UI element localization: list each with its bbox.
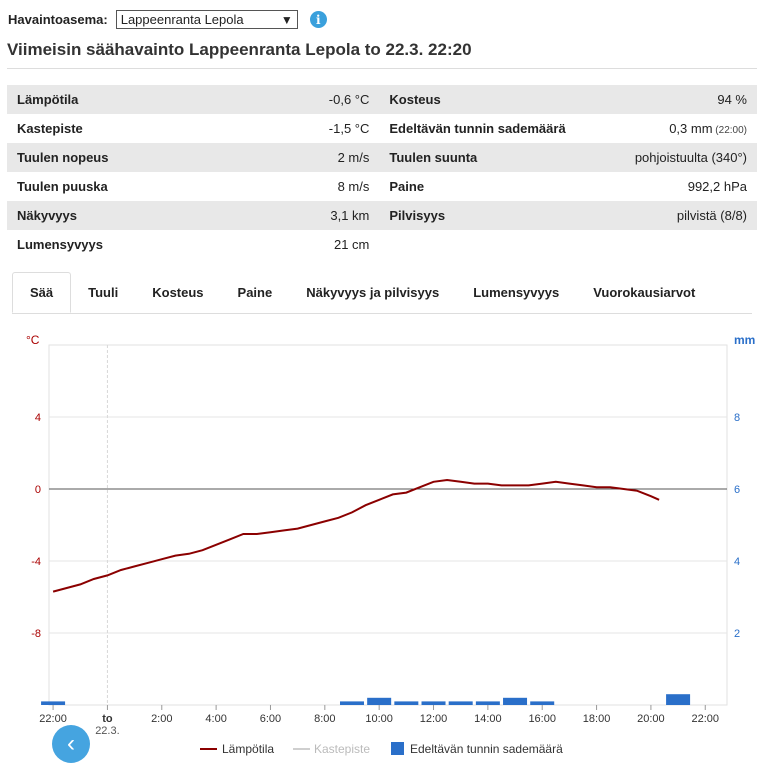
precipitation-bar — [666, 694, 691, 705]
y-left-tick-label: -4 — [31, 556, 41, 568]
station-select-value: Lappeenranta Lepola — [120, 12, 244, 27]
y-right-tick-label: 4 — [734, 556, 740, 568]
observation-note: (22:00) — [712, 125, 747, 136]
legend-precipitation-swatch — [391, 742, 404, 755]
x-tick-label: 8:00 — [314, 713, 335, 725]
tab-3[interactable]: Paine — [237, 284, 273, 300]
observation-label: Kosteus — [379, 85, 621, 114]
x-tick-label: to — [102, 713, 113, 725]
x-tick-sublabel: 22.3. — [95, 725, 119, 737]
x-tick-label: 12:00 — [420, 713, 448, 725]
observation-label: Paine — [389, 179, 425, 194]
observation-table: Lämpötila -0,6 °C Kosteus 94 % Kastepiste -1,… — [7, 85, 757, 259]
observation-value: -1,5 °C — [328, 121, 370, 136]
observation-value: 2 m/s — [166, 143, 380, 172]
chevron-down-icon: ▼ — [280, 12, 293, 27]
observation-label: Edeltävän tunnin sademäärä — [389, 121, 566, 136]
precipitation-bar — [41, 701, 66, 705]
x-tick-label: 18:00 — [583, 713, 611, 725]
precipitation-bar — [503, 697, 528, 705]
tab-1[interactable]: Tuuli — [88, 284, 119, 300]
observation-value: pilvistä (8/8) — [620, 201, 757, 230]
precipitation-bar — [394, 701, 419, 705]
observation-row: Lämpötila -0,6 °C Kosteus 94 % — [7, 85, 757, 114]
observation-value: pohjoistuulta (340°) — [620, 143, 757, 172]
observation-value: 8 m/s — [337, 179, 370, 194]
observation-row: Näkyvyys 3,1 km Pilvisyys pilvistä (8/8) — [7, 201, 757, 230]
info-icon[interactable]: i — [309, 11, 327, 28]
observation-value: -0,6 °C — [166, 85, 380, 114]
y-left-tick-label: -8 — [31, 628, 41, 640]
tab-2[interactable]: Kosteus — [152, 284, 204, 300]
station-selector-row: Havaintoasema: Lappeenranta Lepola ▼ i — [8, 10, 327, 29]
observation-row: Tuulen puuska 8 m/s Paine 992,2 hPa — [7, 172, 757, 201]
plot-area-border — [48, 344, 728, 706]
precipitation-bar — [475, 701, 500, 705]
observation-label — [379, 230, 620, 259]
precipitation-bar — [448, 701, 473, 705]
observation-label: Kastepiste — [17, 121, 83, 136]
observation-label: Lämpötila — [7, 85, 167, 114]
observation-value: 992,2 hPa — [687, 179, 747, 194]
station-label: Havaintoasema: — [8, 12, 108, 27]
weather-chart: 4 0 -4 -8 8 6 4 2 °C mm 22:00 to 2:00 4:00 6:00 8:00 10:… — [26, 333, 755, 756]
observation-label: Lumensyvyys — [17, 237, 103, 252]
observation-value: 94 % — [620, 85, 757, 114]
observation-value: 0,3 mm (22:00) — [669, 121, 747, 136]
tab-bar: Sää Tuuli Kosteus Paine Näkyvyys ja pilvisyy… — [12, 272, 752, 314]
observation-label: Tuulen nopeus — [7, 143, 167, 172]
precipitation-bar — [530, 701, 555, 705]
observation-label: Näkyvyys — [7, 201, 167, 230]
x-tick-label: 4:00 — [205, 713, 226, 725]
temperature-line — [52, 478, 660, 593]
precipitation-bar — [421, 701, 446, 705]
precipitation-bar — [339, 701, 364, 705]
x-tick-label: 6:00 — [260, 713, 281, 725]
x-tick-label: 20:00 — [637, 713, 665, 725]
observation-label: Tuulen suunta — [379, 143, 621, 172]
chevron-left-icon[interactable]: ‹ — [52, 725, 90, 763]
y-right-tick-label: 8 — [734, 412, 740, 424]
y-right-unit: mm — [734, 333, 755, 347]
tab-5[interactable]: Lumensyvyys — [473, 284, 560, 300]
observation-row: Kastepiste -1,5 °C Edeltävän tunnin sademä… — [7, 114, 757, 143]
x-tick-label: 2:00 — [151, 713, 172, 725]
y-right-tick-label: 6 — [734, 484, 740, 496]
legend-precipitation-label: Edeltävän tunnin sademäärä — [410, 742, 563, 756]
title-divider — [7, 68, 757, 69]
x-tick-label: 22:00 — [691, 713, 719, 725]
observation-label: Pilvisyys — [379, 201, 621, 230]
tab-6[interactable]: Vuorokausiarvot — [593, 284, 696, 300]
x-tick-label: 22:00 — [39, 713, 67, 725]
observation-value — [620, 230, 757, 259]
x-tick-label: 14:00 — [474, 713, 502, 725]
y-left-unit: °C — [26, 333, 40, 347]
y-left-tick-label: 4 — [35, 412, 41, 424]
y-right-tick-label: 2 — [734, 628, 740, 640]
station-select[interactable]: Lappeenranta Lepola ▼ — [115, 10, 298, 29]
y-left-tick-label: 0 — [35, 484, 41, 496]
tab-4[interactable]: Näkyvyys ja pilvisyys — [306, 284, 440, 300]
observation-value: 21 cm — [333, 237, 370, 252]
observation-row: Lumensyvyys 21 cm — [7, 230, 757, 259]
page-title: Viimeisin säähavainto Lappeenranta Lepol… — [7, 40, 472, 59]
legend-temperature-label: Lämpötila — [222, 742, 274, 756]
observation-label: Tuulen puuska — [17, 179, 108, 194]
legend-dewpoint-label: Kastepiste — [314, 742, 370, 756]
precipitation-bar — [367, 697, 392, 705]
tab-0[interactable]: Sää — [12, 272, 72, 313]
x-tick-label: 10:00 — [365, 713, 393, 725]
observation-value: 3,1 km — [166, 201, 380, 230]
observation-row: Tuulen nopeus 2 m/s Tuulen suunta pohjoistu… — [7, 143, 757, 172]
x-tick-label: 16:00 — [528, 713, 556, 725]
